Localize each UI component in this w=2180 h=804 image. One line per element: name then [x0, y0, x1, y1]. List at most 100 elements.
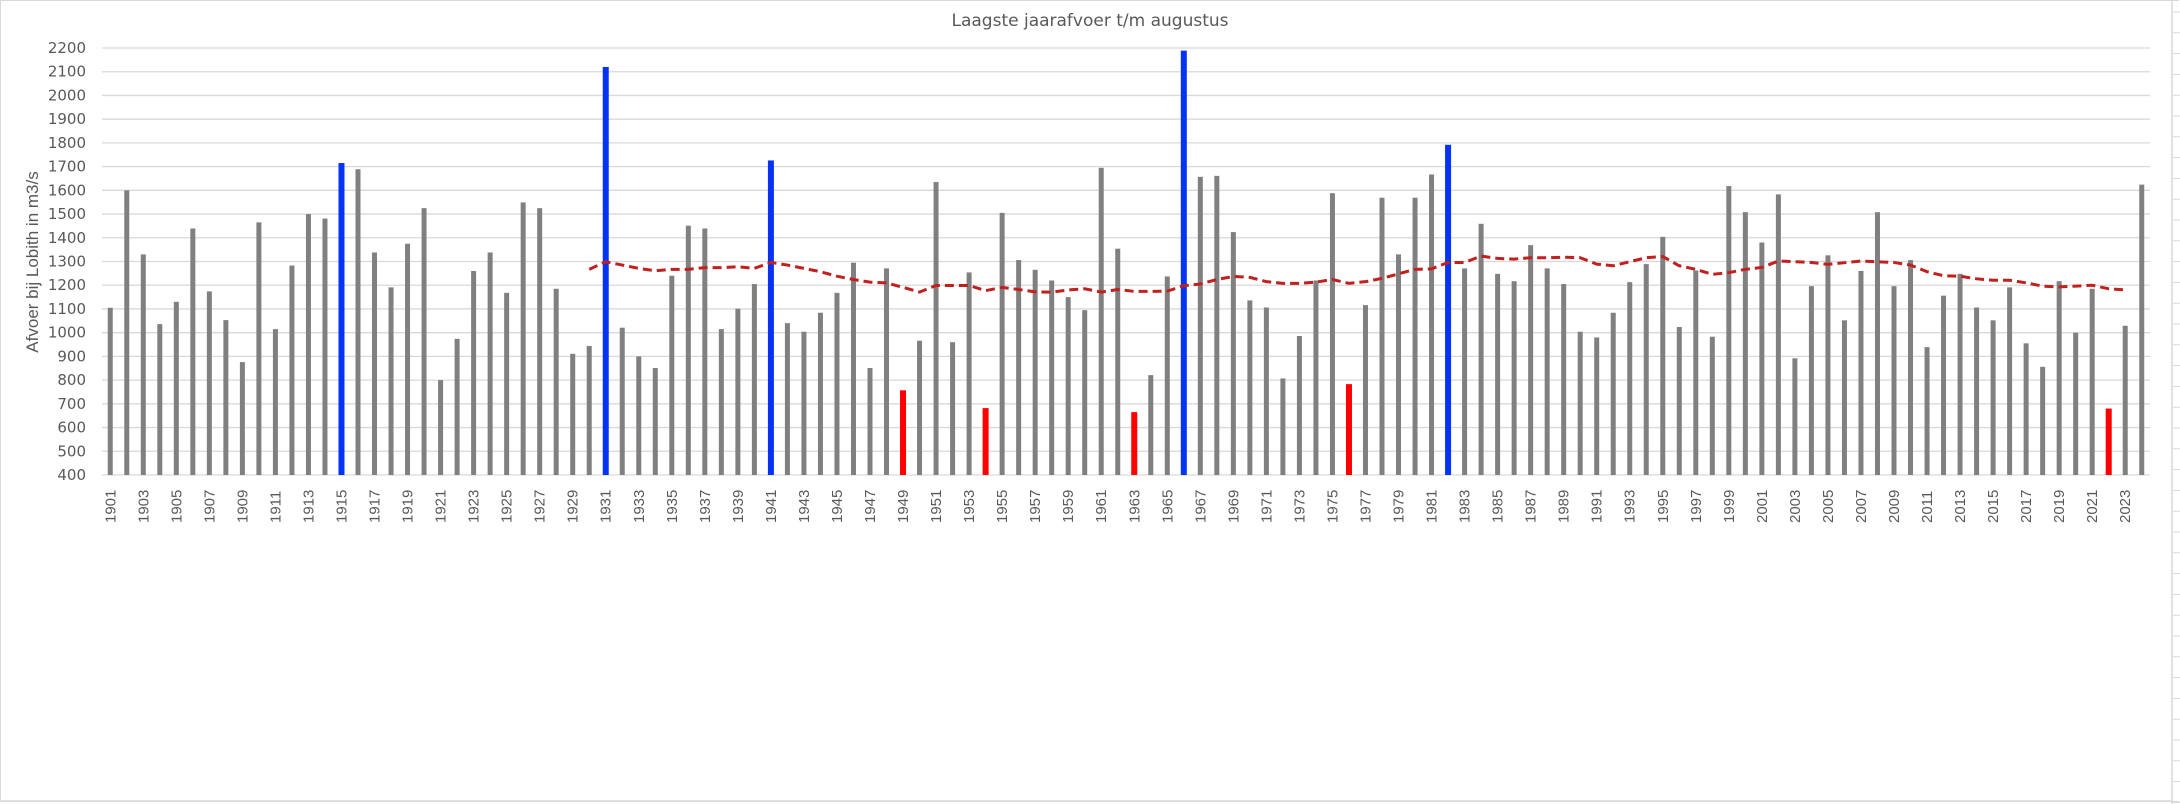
bar-1957	[1032, 269, 1038, 475]
bar-1993	[1627, 282, 1633, 475]
x-tick-label: 1935	[664, 490, 681, 523]
x-tick-label: 1913	[300, 490, 317, 523]
y-tick-label: 400	[57, 466, 86, 484]
bar-1910	[256, 222, 262, 475]
bar-1935	[669, 275, 675, 475]
bar-1911	[272, 329, 278, 475]
bar-1961	[1098, 167, 1104, 475]
bar-1948	[884, 268, 890, 475]
x-tick-label: 2005	[1820, 490, 1837, 523]
x-tick-label: 2023	[2117, 490, 2134, 523]
bars	[107, 50, 2145, 476]
chart-title: Laagste jaarafvoer t/m augustus	[951, 11, 1228, 31]
x-tick-label: 1999	[1721, 490, 1738, 523]
x-tick-label: 1901	[102, 490, 119, 523]
bar-1998	[1709, 336, 1715, 475]
bar-1972	[1280, 378, 1286, 475]
bar-1979	[1396, 254, 1402, 475]
x-tick-label: 1929	[565, 490, 582, 523]
bar-1952	[950, 342, 956, 475]
x-tick-label: 1925	[499, 490, 516, 523]
bar-1956	[1016, 260, 1022, 475]
bar-1965	[1164, 276, 1170, 475]
x-tick-label: 1939	[730, 490, 747, 523]
bar-1963	[1131, 412, 1138, 475]
y-tick-label: 1200	[48, 276, 86, 294]
x-tick-label: 1993	[1622, 490, 1639, 523]
x-tick-label: 1945	[829, 490, 846, 523]
bar-1995	[1660, 236, 1666, 475]
bar-1983	[1462, 268, 1468, 475]
x-tick-label: 1973	[1291, 490, 1308, 523]
bar-1968	[1214, 175, 1220, 475]
bar-1946	[850, 262, 856, 475]
bar-2009	[1891, 286, 1897, 475]
bar-1916	[355, 169, 361, 475]
x-tick-label: 1923	[466, 490, 483, 523]
bar-1997	[1693, 270, 1699, 475]
bar-1933	[636, 356, 642, 475]
x-tick-label: 1937	[697, 490, 714, 523]
bar-1914	[322, 218, 328, 475]
x-tick-label: 1979	[1391, 490, 1408, 523]
x-tick-label: 1941	[763, 490, 780, 523]
bar-1923	[471, 270, 477, 475]
x-tick-label: 1909	[234, 490, 251, 523]
bar-2000	[1742, 212, 1748, 475]
x-tick-label: 1965	[1159, 490, 1176, 523]
bar-1988	[1544, 268, 1550, 475]
bar-2020	[2073, 332, 2079, 475]
x-tick-label: 1961	[1093, 490, 1110, 523]
x-tick-label: 2019	[2051, 490, 2068, 523]
x-tick-label: 1987	[1523, 490, 1540, 523]
bar-2023	[2122, 325, 2128, 475]
bar-1903	[140, 254, 146, 475]
bar-1940	[751, 284, 757, 475]
bar-1991	[1594, 337, 1600, 475]
x-tick-label: 1975	[1324, 490, 1341, 523]
bar-1904	[157, 324, 163, 475]
bar-1981	[1429, 174, 1435, 475]
y-tick-label: 1300	[48, 253, 86, 271]
bar-2002	[1775, 194, 1781, 476]
bar-1949	[900, 390, 907, 475]
bar-2004	[1808, 286, 1814, 475]
bar-1977	[1362, 305, 1368, 475]
bar-1967	[1197, 176, 1203, 476]
bar-1996	[1676, 326, 1682, 475]
bar-1999	[1726, 186, 1732, 475]
bar-1976	[1345, 384, 1352, 475]
x-tick-label: 2007	[1853, 490, 1870, 523]
bar-1934	[652, 368, 658, 475]
bar-1953	[966, 272, 972, 475]
bar-1964	[1148, 375, 1154, 475]
x-tick-label: 1991	[1589, 490, 1606, 523]
x-tick-label: 1955	[994, 490, 1011, 523]
y-tick-label: 900	[57, 347, 86, 365]
bar-1924	[487, 252, 493, 475]
y-tick-label: 2100	[48, 63, 86, 81]
bar-1912	[289, 265, 295, 475]
bar-1962	[1115, 248, 1121, 475]
bar-1987	[1528, 245, 1534, 475]
bar-1960	[1082, 310, 1088, 475]
bar-1974	[1313, 280, 1319, 475]
bar-1969	[1230, 232, 1236, 475]
bar-1901	[107, 307, 113, 475]
bar-1915	[338, 163, 345, 475]
x-tick-label: 1907	[201, 490, 218, 523]
bar-1930	[586, 345, 592, 475]
bar-2018	[2040, 366, 2046, 475]
bar-1954	[982, 408, 989, 475]
bar-1920	[421, 208, 427, 475]
x-tick-label: 1949	[895, 490, 912, 523]
bar-1905	[173, 301, 179, 475]
bar-1984	[1478, 223, 1484, 475]
trend-line-path	[588, 254, 2126, 294]
bar-1947	[867, 368, 873, 475]
bar-2007	[1858, 270, 1864, 475]
bar-1989	[1561, 284, 1567, 475]
bar-2011	[1924, 347, 1930, 475]
x-tick-label: 1911	[267, 491, 284, 523]
